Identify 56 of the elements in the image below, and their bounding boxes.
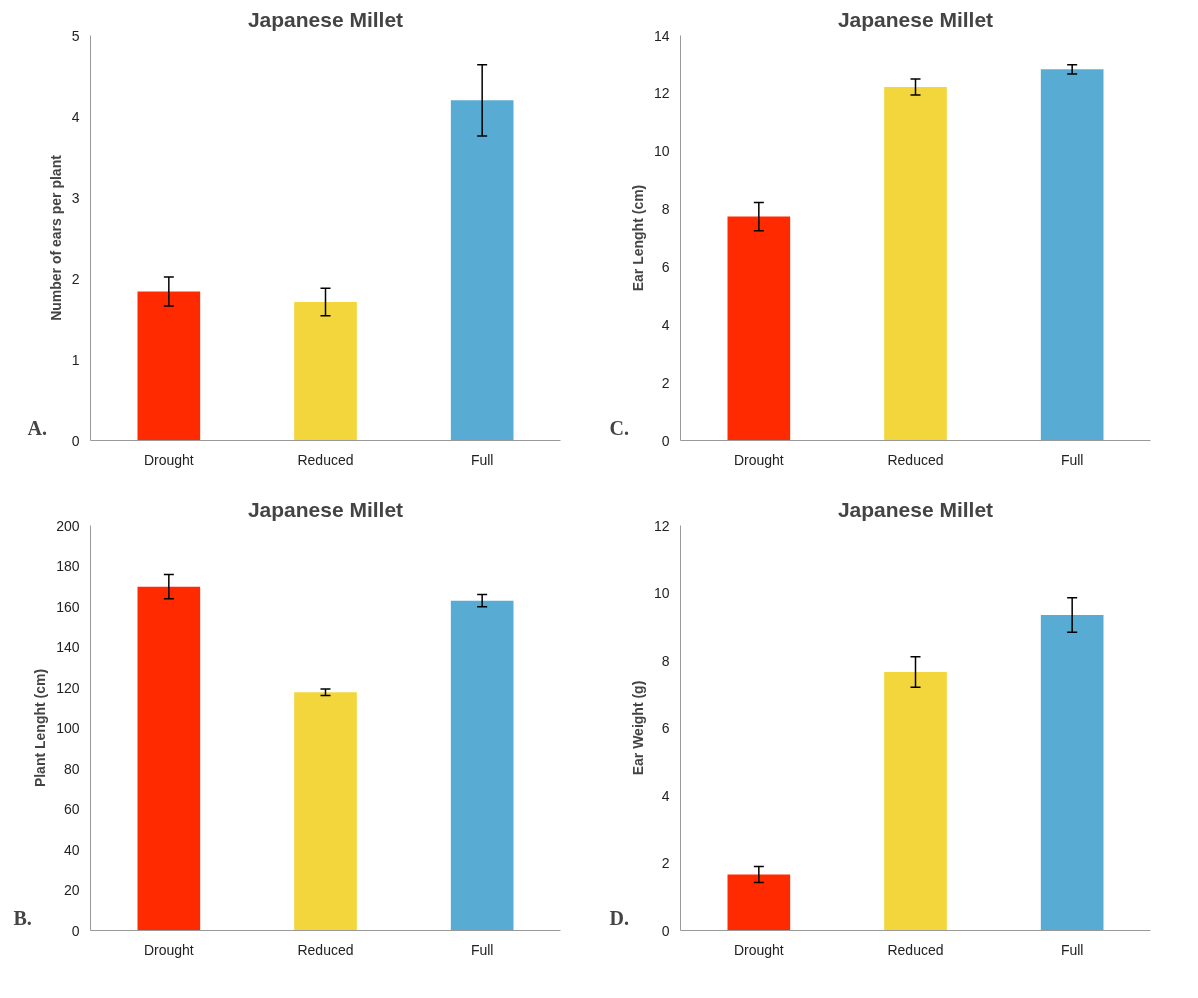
text: D. bbox=[609, 906, 629, 929]
x-tick-label: Full bbox=[1060, 451, 1084, 468]
y-tick-label: 100 bbox=[56, 720, 80, 736]
y-tick-label: 200 bbox=[56, 517, 80, 534]
y-tick-label: 0 bbox=[71, 432, 80, 449]
y-tick-label: 0 bbox=[661, 432, 670, 449]
chart-title: Japanese Millet bbox=[837, 7, 994, 31]
x-tick-label: Reduced bbox=[297, 451, 354, 468]
y-tick-label: 4 bbox=[661, 787, 670, 804]
y-tick-label: 60 bbox=[63, 801, 80, 817]
y-tick-label: 140 bbox=[56, 639, 80, 655]
y-tick-label: 120 bbox=[56, 679, 80, 696]
y-tick-label: 80 bbox=[63, 760, 80, 777]
chart-title: Japanese Millet bbox=[247, 7, 404, 31]
x-tick-label: Drought bbox=[143, 941, 194, 958]
y-tick-label: 160 bbox=[56, 598, 80, 615]
y-tick-label: 2 bbox=[661, 374, 670, 391]
x-tick-label: Drought bbox=[733, 451, 784, 468]
y-tick-label: 0 bbox=[71, 922, 80, 939]
y-tick-label: 10 bbox=[653, 143, 670, 160]
x-tick-label: Full bbox=[470, 941, 494, 958]
text: C. bbox=[609, 416, 629, 439]
chart-title: Japanese Millet bbox=[837, 497, 994, 521]
y-tick-label: 5 bbox=[71, 27, 80, 44]
y-tick-label: 6 bbox=[661, 720, 670, 736]
y-axis-title: Number of ears per plant bbox=[47, 154, 64, 321]
y-tick-label: 8 bbox=[661, 201, 670, 218]
y-tick-label: 6 bbox=[661, 258, 670, 275]
y-tick-label: 20 bbox=[63, 882, 80, 898]
x-tick-label: Reduced bbox=[297, 941, 354, 958]
y-tick-label: 4 bbox=[661, 316, 670, 333]
text: B. bbox=[13, 906, 32, 929]
y-tick-label: 1 bbox=[71, 351, 80, 368]
y-tick-label: 180 bbox=[56, 558, 80, 574]
x-tick-label: Drought bbox=[143, 451, 194, 468]
y-axis-title: Plant Lenght (cm) bbox=[32, 668, 49, 788]
y-tick-label: 2 bbox=[71, 270, 80, 287]
y-tick-label: 4 bbox=[71, 108, 80, 125]
y-tick-label: 8 bbox=[661, 652, 670, 669]
x-tick-label: Full bbox=[470, 451, 494, 468]
y-axis-title: Ear Weight (g) bbox=[629, 680, 646, 776]
y-tick-label: 10 bbox=[653, 585, 670, 601]
y-tick-label: 2 bbox=[661, 855, 670, 871]
x-tick-label: Reduced bbox=[887, 451, 944, 468]
y-tick-label: 40 bbox=[63, 841, 80, 858]
text: A. bbox=[27, 416, 47, 439]
y-tick-label: 12 bbox=[653, 517, 670, 534]
y-tick-label: 3 bbox=[71, 189, 80, 206]
x-tick-label: Full bbox=[1060, 941, 1084, 958]
y-tick-label: 12 bbox=[653, 85, 670, 102]
x-tick-label: Drought bbox=[733, 941, 784, 958]
y-axis-title: Ear Lenght (cm) bbox=[629, 184, 646, 292]
x-tick-label: Reduced bbox=[887, 941, 944, 958]
y-tick-label: 14 bbox=[653, 27, 670, 44]
chart-title: Japanese Millet bbox=[247, 497, 404, 521]
y-tick-label: 0 bbox=[661, 922, 670, 939]
